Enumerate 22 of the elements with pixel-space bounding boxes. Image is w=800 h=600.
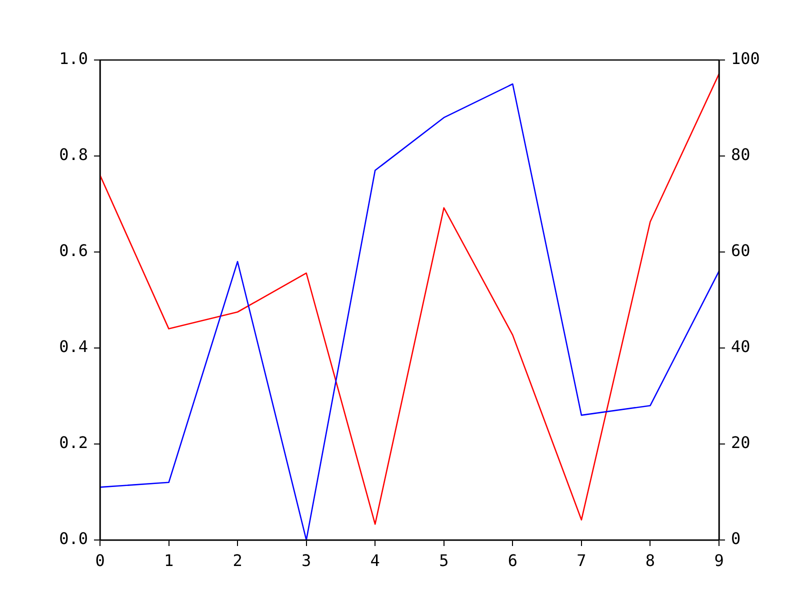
y2-tick-label: 40 [731, 337, 750, 356]
y-tick-label: 0.6 [59, 241, 88, 260]
x-tick-label: 2 [232, 550, 242, 570]
y2-tick-label: 60 [731, 241, 750, 260]
y-tick-label: 0.4 [59, 337, 88, 356]
x-tick-label: 8 [645, 550, 656, 570]
y-tick-label: 0.8 [59, 145, 88, 164]
y-tick-label: 0.2 [59, 433, 88, 452]
x-tick-label: 5 [439, 550, 449, 570]
x-tick-label: 6 [508, 550, 518, 570]
y-tick-label: 1.0 [59, 49, 88, 68]
y-tick-label: 0.0 [59, 529, 88, 548]
x-tick-label: 4 [370, 550, 380, 570]
y2-tick-label: 0 [731, 529, 741, 548]
x-tick-label: 1 [164, 550, 174, 570]
y2-tick-label: 20 [731, 433, 750, 452]
y2-tick-label: 80 [731, 145, 750, 164]
y2-tick-label: 100 [731, 49, 760, 68]
x-tick-label: 0 [95, 550, 105, 570]
x-tick-label: 9 [714, 550, 724, 570]
x-tick-label: 3 [302, 550, 312, 570]
x-tick-label: 7 [576, 550, 586, 570]
